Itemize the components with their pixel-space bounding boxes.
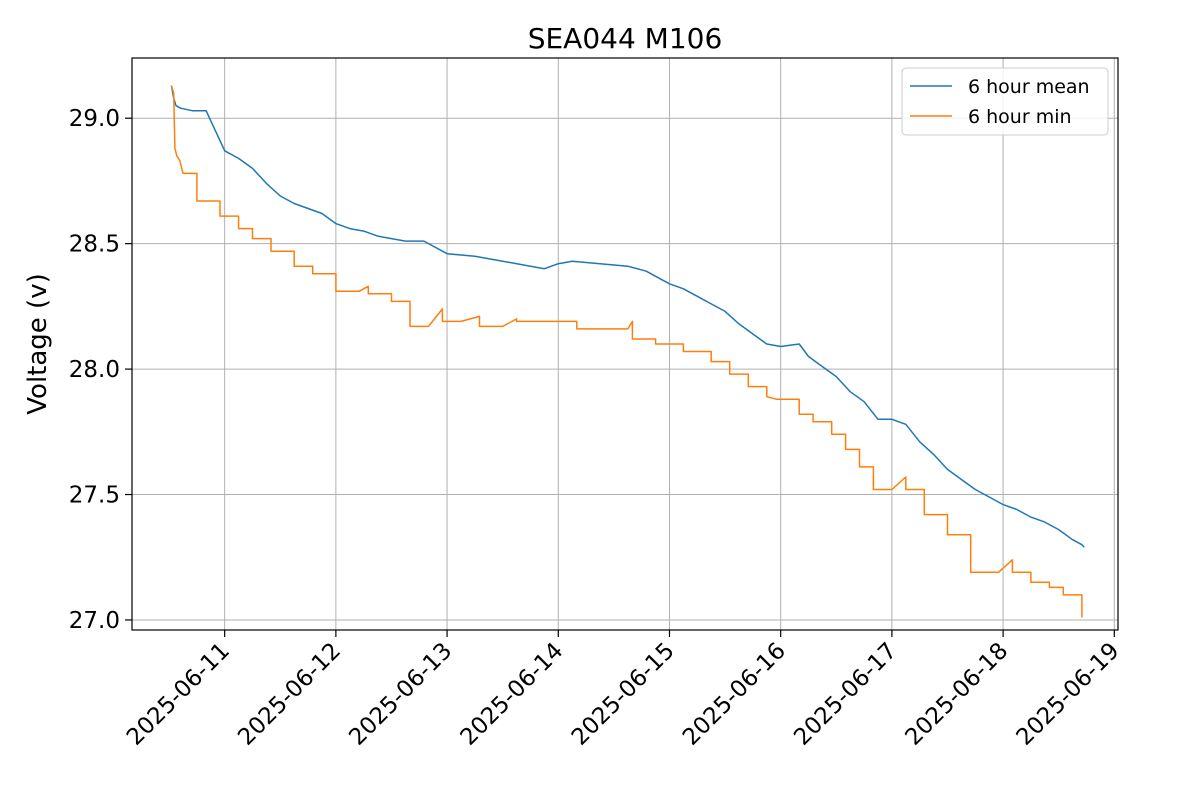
series-layer xyxy=(170,85,1085,618)
y-tick-label: 27.5 xyxy=(69,483,120,509)
y-tick-label: 28.5 xyxy=(69,232,120,258)
grid-layer xyxy=(132,58,1118,630)
legend-label-mean: 6 hour mean xyxy=(968,76,1090,98)
plot-frame xyxy=(131,57,1119,631)
y-tick-label: 29.0 xyxy=(69,106,120,132)
legend-label-min: 6 hour min xyxy=(968,106,1072,128)
chart-title: SEA044 M106 xyxy=(528,22,723,55)
series-line-6-hour-mean xyxy=(170,85,1085,548)
legend-box xyxy=(901,67,1109,136)
y-tick-label: 28.0 xyxy=(69,357,120,383)
y-axis-title: Voltage (v) xyxy=(23,273,53,414)
y-tick-label: 27.0 xyxy=(69,608,120,634)
legend: 6 hour mean 6 hour min xyxy=(901,67,1109,136)
series-line-6-hour-min xyxy=(170,85,1083,618)
